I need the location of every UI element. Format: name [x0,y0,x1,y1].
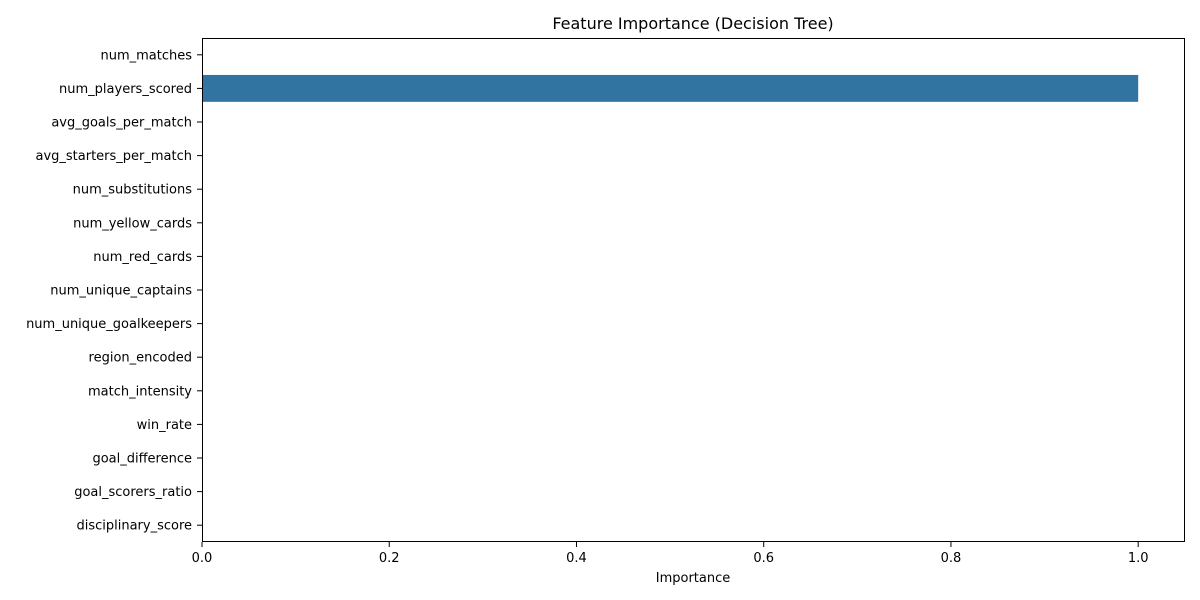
y-tick-label: num_unique_captains [50,284,192,299]
x-tick-label: 1.0 [1128,551,1149,566]
x-tick-label: 0.8 [941,551,962,566]
plot-area-frame [202,38,1185,542]
y-axis-ticks: num_matches num_players_scored avg_goals_p… [26,48,202,534]
x-tick-label: 0.0 [192,551,213,566]
y-tick-label: num_red_cards [93,250,192,265]
bars-group [202,74,1139,102]
chart-title: Feature Importance (Decision Tree) [552,14,833,33]
y-tick-label: num_substitutions [73,183,193,198]
x-tick-label: 0.2 [379,551,400,566]
y-tick-label: avg_starters_per_match [35,149,192,164]
y-tick-label: num_unique_goalkeepers [26,317,192,332]
y-tick-label: win_rate [137,418,192,433]
x-axis-title: Importance [656,571,731,586]
y-tick-label: avg_goals_per_match [51,116,192,131]
y-tick-label: region_encoded [89,351,192,366]
y-tick-label: match_intensity [88,384,192,399]
x-tick-label: 0.6 [753,551,774,566]
y-tick-label: num_matches [100,48,192,63]
x-tick-label: 0.4 [566,551,587,566]
y-tick-label: disciplinary_score [76,519,192,534]
y-tick-label: num_yellow_cards [73,216,192,231]
y-tick-label: num_players_scored [59,82,192,97]
y-tick-label: goal_difference [92,452,192,467]
bar-num_players_scored [202,74,1139,102]
y-tick-label: goal_scorers_ratio [74,485,192,500]
x-axis-ticks: 0.0 0.2 0.4 0.6 0.8 1.0 [192,542,1149,566]
